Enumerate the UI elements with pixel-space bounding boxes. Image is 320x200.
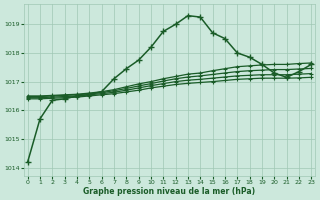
X-axis label: Graphe pression niveau de la mer (hPa): Graphe pression niveau de la mer (hPa) bbox=[84, 187, 256, 196]
